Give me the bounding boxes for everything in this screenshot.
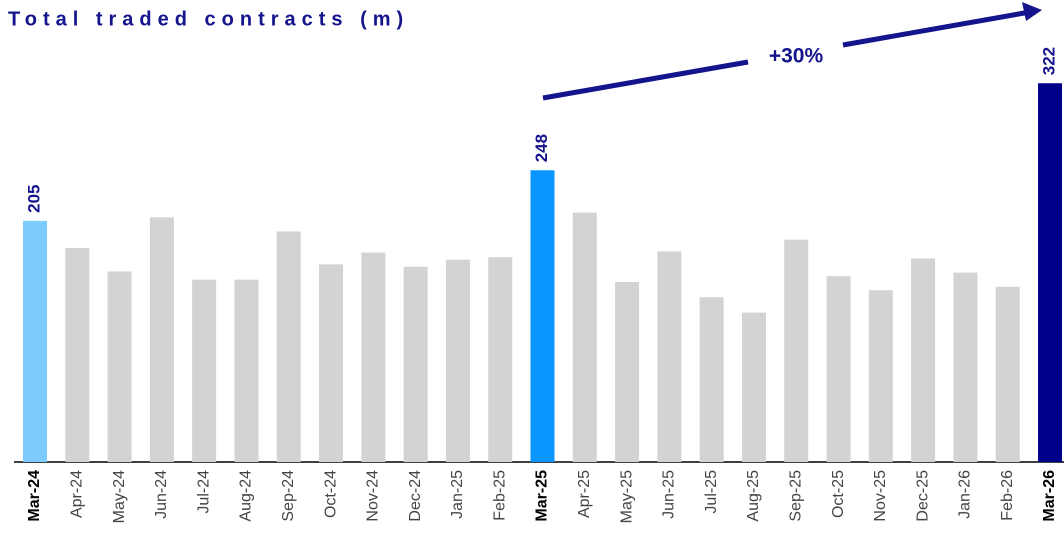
- bar: [784, 239, 809, 462]
- x-tick-label: Aug-24: [238, 470, 255, 522]
- x-tick-label: Feb-26: [999, 470, 1016, 521]
- bar: [911, 258, 936, 462]
- x-tick-label: Nov-25: [872, 470, 889, 522]
- x-tick-label: Sep-24: [280, 470, 297, 522]
- value-label: 205: [24, 184, 43, 212]
- growth-arrow: [542, 2, 1042, 101]
- x-tick-label: Jul-25: [703, 470, 720, 514]
- x-tick-label: Feb-25: [491, 470, 508, 521]
- x-tick-label: Dec-24: [407, 470, 424, 522]
- x-tick-label: May-24: [111, 470, 128, 523]
- x-tick-label: Jan-25: [449, 470, 466, 519]
- bar: [276, 231, 301, 462]
- x-tick-label: Jul-24: [195, 470, 212, 514]
- x-tick-label: Mar-25: [534, 470, 551, 522]
- x-tick-label: Apr-25: [576, 470, 593, 518]
- x-tick-label: Jan-26: [957, 470, 974, 519]
- x-tick-label: Aug-25: [745, 470, 762, 522]
- bar: [445, 259, 470, 462]
- x-tick-label: May-25: [618, 470, 635, 523]
- x-tick-label: Oct-24: [322, 470, 339, 518]
- bar: [826, 276, 851, 462]
- bar: [234, 279, 259, 462]
- bar: [192, 279, 217, 462]
- x-tick-label: Jun-24: [153, 470, 170, 519]
- bar: [319, 264, 344, 462]
- x-tick-label: Apr-24: [69, 470, 86, 518]
- bar: [23, 220, 47, 462]
- x-tick-label: Mar-26: [1041, 470, 1058, 522]
- x-tick-label: Dec-25: [914, 470, 931, 522]
- bar: [572, 212, 597, 462]
- bar: [488, 257, 513, 462]
- bar: [953, 272, 978, 462]
- x-tick-label: Mar-24: [26, 470, 43, 522]
- bar: [149, 217, 174, 462]
- bar: [995, 286, 1020, 462]
- value-label: 248: [532, 134, 551, 162]
- x-tick-label: Nov-24: [365, 470, 382, 522]
- bar: [1038, 83, 1062, 462]
- bar: [65, 247, 90, 462]
- x-tick-label: Oct-25: [830, 470, 847, 518]
- bar: [403, 266, 428, 462]
- bar: [699, 297, 724, 462]
- x-tick-label: Jun-25: [661, 470, 678, 519]
- bar: [657, 251, 682, 462]
- chart-title: Total traded contracts (m): [8, 8, 409, 30]
- x-tick-label: Sep-25: [787, 470, 804, 522]
- bar: [530, 170, 555, 462]
- bar: [868, 290, 893, 462]
- bar: [107, 271, 132, 462]
- bar: [361, 252, 386, 462]
- bar: [615, 282, 640, 462]
- value-label: 322: [1039, 47, 1058, 75]
- growth-label: +30%: [769, 45, 824, 68]
- bar: [741, 312, 766, 462]
